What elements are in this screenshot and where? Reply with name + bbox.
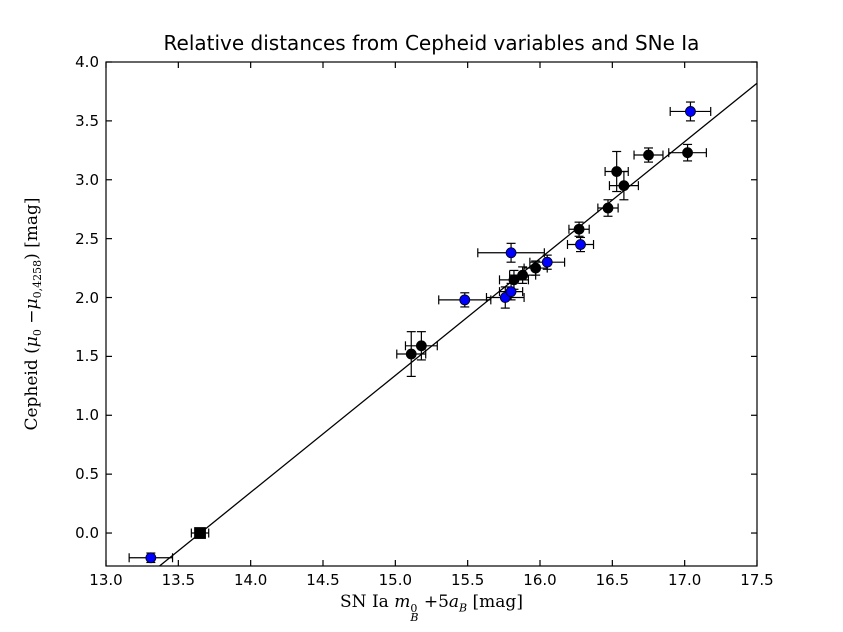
- axes-frame: [105, 61, 758, 567]
- data-point: [415, 340, 427, 352]
- y-tick-label: 4.0: [75, 53, 99, 71]
- y-label-prefix: Cepheid (: [21, 347, 42, 431]
- x-label-var-a: a: [448, 592, 460, 612]
- data-point: [618, 180, 630, 192]
- chart-title: Relative distances from Cepheid variable…: [163, 31, 700, 55]
- y-axis-label: Cepheid (μ0 −μ0,4258) [mag]: [22, 197, 44, 430]
- x-label-plus: +5: [418, 592, 449, 612]
- fit-line: [159, 82, 758, 567]
- y-label-mu2: μ: [21, 298, 42, 310]
- data-point: [145, 552, 157, 564]
- data-point-square: [194, 527, 206, 539]
- data-point: [508, 274, 520, 286]
- data-point: [685, 106, 696, 117]
- x-tick-label: 13.0: [89, 571, 123, 589]
- x-tick-label: 15.5: [450, 571, 485, 589]
- y-label-mu1-sub: 0: [31, 329, 45, 337]
- data-point: [541, 256, 553, 268]
- x-label-prefix: SN Ia: [340, 592, 395, 612]
- data-point: [517, 269, 529, 281]
- data-point: [602, 202, 614, 214]
- data-point: [530, 262, 542, 274]
- x-tick-label: 16.0: [523, 571, 557, 589]
- data-point: [643, 149, 654, 161]
- y-label-close: ): [21, 253, 42, 260]
- y-tick-label: 3.0: [75, 170, 99, 189]
- x-tick-label: 15.0: [378, 571, 413, 589]
- data-point: [575, 239, 586, 250]
- y-tick-label: 2.5: [75, 229, 99, 248]
- y-tick-label: 1.5: [75, 347, 99, 366]
- x-tick-label: 17.5: [740, 571, 774, 589]
- y-tick-label: 2.0: [75, 288, 99, 307]
- x-tick-label: 14.0: [233, 571, 268, 589]
- y-label-minus: −: [21, 309, 42, 330]
- y-label-mu1: μ: [21, 336, 42, 348]
- data-point: [459, 294, 471, 306]
- y-tick-label: 0.0: [75, 524, 99, 543]
- x-label-a-sub: B: [459, 601, 468, 615]
- y-tick-label: 0.5: [75, 465, 99, 484]
- y-tick-label: 1.0: [75, 406, 99, 425]
- x-label-var-m: m: [394, 592, 411, 612]
- x-tick-label: 13.5: [161, 571, 196, 589]
- data-point: [682, 147, 693, 159]
- y-label-mu2-sub: 0,4258: [31, 259, 45, 299]
- y-tick-label: 3.5: [75, 111, 99, 130]
- data-point: [505, 247, 517, 259]
- data-point: [611, 166, 623, 177]
- x-label-unit: [mag]: [467, 592, 523, 612]
- y-label-unit: [mag]: [21, 197, 42, 254]
- x-tick-label: 16.5: [595, 571, 630, 589]
- x-tick-label: 17.0: [667, 571, 702, 589]
- data-point: [405, 348, 417, 360]
- x-tick-label: 14.5: [306, 571, 340, 589]
- data-point: [573, 223, 585, 235]
- data-point: [505, 286, 517, 298]
